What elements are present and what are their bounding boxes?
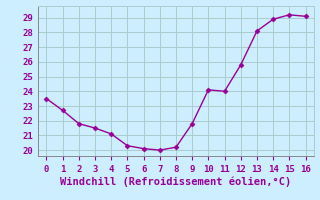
X-axis label: Windchill (Refroidissement éolien,°C): Windchill (Refroidissement éolien,°C): [60, 177, 292, 187]
